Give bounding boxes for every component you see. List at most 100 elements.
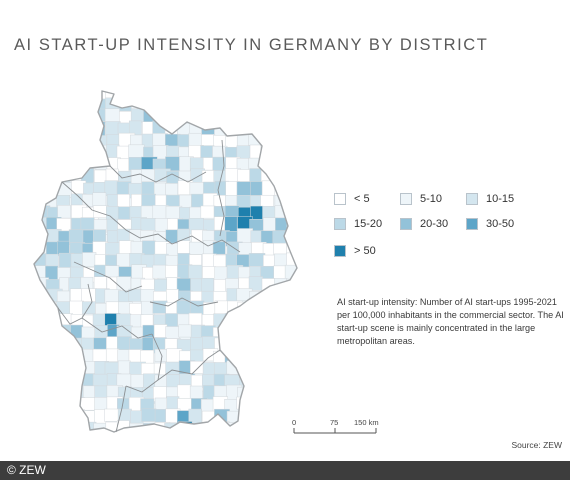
district: [299, 110, 312, 123]
district: [311, 110, 312, 126]
district: [237, 420, 251, 432]
district: [260, 373, 274, 390]
district: [273, 99, 289, 115]
district: [142, 97, 157, 110]
district: [177, 384, 192, 399]
district: [130, 108, 145, 123]
district: [250, 324, 265, 338]
district: [274, 360, 289, 377]
district: [57, 446, 73, 456]
district: [34, 351, 39, 368]
district: [82, 434, 97, 449]
district: [189, 385, 203, 401]
district: [260, 144, 278, 162]
district: [177, 253, 191, 267]
district: [260, 398, 275, 412]
district: [83, 91, 98, 102]
district: [106, 446, 122, 456]
district: [190, 108, 206, 123]
district: [57, 205, 71, 219]
district: [274, 433, 287, 447]
district: [275, 338, 292, 352]
district: [141, 433, 157, 446]
district: [284, 146, 297, 164]
district: [167, 435, 181, 450]
district: [287, 361, 297, 377]
district: [128, 144, 145, 158]
district: [286, 97, 297, 112]
legend-label-gt50: > 50: [354, 245, 376, 257]
district: [285, 157, 297, 172]
district: [80, 134, 95, 149]
legend: < 5 5-10 10-15 15-20 20-30 30-50 > 50: [334, 193, 564, 263]
district: [94, 325, 109, 340]
district: [131, 446, 146, 456]
district: [45, 348, 61, 364]
district: [274, 133, 288, 150]
district: [249, 446, 261, 456]
district: [35, 314, 49, 328]
district: [56, 144, 73, 160]
district: [34, 325, 50, 339]
district: [34, 242, 37, 258]
district: [105, 168, 119, 183]
district: [34, 338, 36, 353]
district: [45, 337, 58, 352]
district: [224, 313, 241, 330]
district: [284, 302, 297, 318]
district: [34, 387, 47, 403]
state-border: [139, 233, 241, 253]
copyright-label: © ZEW: [7, 463, 46, 477]
district: [237, 301, 253, 319]
district: [224, 216, 238, 233]
district: [273, 289, 290, 307]
district: [34, 349, 50, 365]
district: [153, 91, 168, 101]
district: [176, 96, 191, 112]
germany-district-map: [22, 86, 312, 456]
district: [299, 313, 312, 328]
district: [57, 97, 71, 114]
district: [69, 349, 84, 364]
district: [44, 97, 59, 114]
district: [224, 121, 241, 136]
district: [104, 408, 121, 422]
district: [34, 157, 48, 171]
district: [34, 134, 46, 150]
district: [287, 339, 297, 354]
district: [225, 98, 240, 112]
district: [45, 253, 59, 268]
district: [165, 91, 180, 102]
state-border: [73, 261, 143, 293]
district: [297, 86, 310, 97]
legend-item-15-20: 15-20: [334, 218, 382, 230]
district: [212, 241, 226, 255]
legend-label-30-50: 30-50: [486, 218, 515, 230]
district: [250, 408, 265, 425]
district: [34, 204, 37, 220]
district: [68, 409, 85, 423]
district: [189, 182, 205, 196]
district: [299, 183, 312, 196]
district: [261, 435, 277, 450]
district: [34, 434, 48, 449]
district: [34, 423, 49, 432]
state-border: [109, 165, 207, 183]
district: [200, 423, 217, 432]
district: [212, 145, 228, 159]
district: [165, 326, 180, 339]
district: [34, 289, 37, 305]
district: [105, 348, 120, 362]
district: [58, 422, 74, 432]
district: [272, 326, 286, 341]
district: [309, 399, 312, 414]
district: [251, 91, 265, 102]
district: [34, 193, 47, 209]
district: [213, 254, 228, 269]
district: [23, 445, 37, 456]
district: [273, 170, 289, 186]
district: [310, 183, 312, 197]
district: [57, 399, 74, 413]
district: [44, 132, 58, 147]
district: [34, 398, 38, 413]
